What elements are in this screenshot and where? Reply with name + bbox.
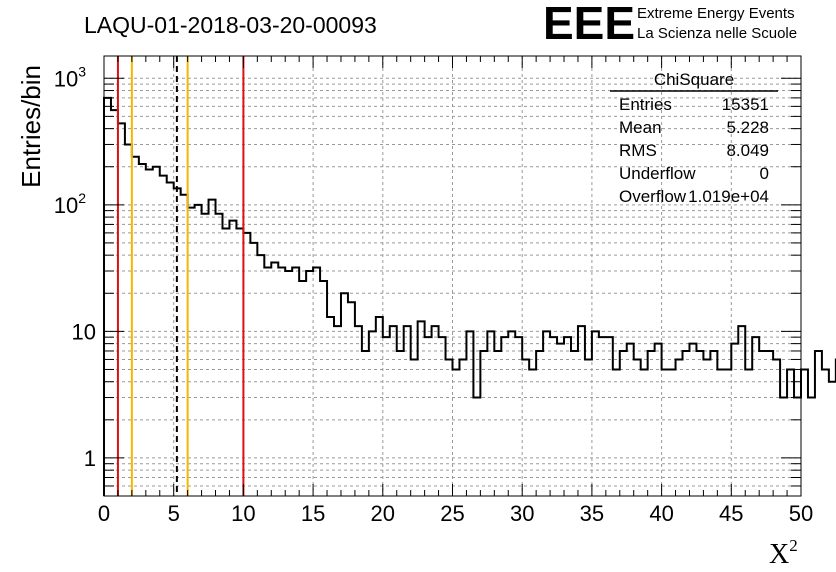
stats-row-value: 15351	[722, 95, 769, 114]
stats-row-value: 1.019e+04	[688, 187, 769, 206]
stats-row-value: 5.228	[726, 118, 769, 137]
stats-box: ChiSquare Entries 15351 Mean 5.228 RMS 8.049 Un…	[610, 70, 778, 206]
y-tick-label: 10	[72, 319, 96, 344]
x-axis-label: X2	[769, 536, 798, 570]
y-tick-label: 103	[54, 63, 86, 91]
stats-row-label: Underflow	[619, 164, 696, 183]
x-tick-label: 10	[231, 501, 255, 526]
vertical-lines	[116, 56, 245, 496]
stats-row-label: RMS	[619, 141, 657, 160]
grid	[104, 56, 801, 497]
x-tick-label: 50	[789, 501, 813, 526]
x-tick-label: 25	[440, 501, 464, 526]
x-tick-label: 35	[580, 501, 604, 526]
y-axis-label: Entries/bin	[16, 65, 46, 188]
histogram	[103, 96, 836, 496]
x-tick-label: 5	[168, 501, 180, 526]
y-tick-label: 1	[84, 446, 96, 471]
stats-row-label: Mean	[619, 118, 662, 137]
eee-logo-mark: EEE	[543, 0, 635, 49]
stats-row-label: Entries	[619, 95, 672, 114]
y-tick-label: 102	[54, 190, 86, 218]
chart-title: LAQU-01-2018-03-20-00093	[84, 12, 377, 38]
x-tick-label: 30	[510, 501, 534, 526]
x-tick-label: 20	[371, 501, 395, 526]
x-tick-label: 40	[649, 501, 673, 526]
x-axis-label-main: X	[769, 539, 789, 570]
x-tick-label: 0	[98, 501, 110, 526]
stats-box-title: ChiSquare	[654, 70, 734, 89]
eee-logo: EEE Extreme Energy Events La Scienza nel…	[543, 0, 797, 49]
x-tick-label: 45	[719, 501, 743, 526]
axes: 0 5 10 15 20 25 30 35 40 45 50 1 10 102 103	[54, 56, 813, 526]
x-axis-label-superscript: 2	[789, 536, 798, 555]
stats-row-label: Overflow	[619, 187, 687, 206]
eee-logo-line2: La Scienza nelle Scuole	[637, 25, 797, 42]
stats-row-value: 8.049	[726, 141, 769, 160]
x-tick-label: 15	[301, 501, 325, 526]
histogram-line	[103, 96, 836, 496]
stats-row-value: 0	[760, 164, 769, 183]
eee-logo-line1: Extreme Energy Events	[637, 5, 795, 22]
